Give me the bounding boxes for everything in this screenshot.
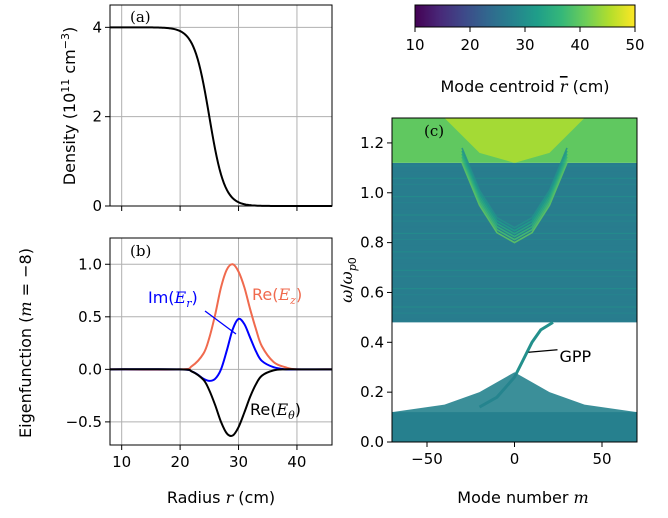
panel-b-x-ticks: 10 20 30 40 bbox=[112, 445, 306, 471]
a-ytick-label-2: 4 bbox=[92, 18, 102, 36]
b-xtick-label-0: 10 bbox=[112, 453, 131, 471]
b-xtick-label-1: 20 bbox=[171, 453, 190, 471]
b-ytick-label-1: 0.0 bbox=[78, 360, 102, 378]
panel-c-x-ticks: −50 0 50 bbox=[411, 442, 612, 468]
c-branch-inner-parabola-4 bbox=[461, 150, 568, 232]
b-xtick-label-3: 40 bbox=[287, 453, 306, 471]
c-ytick-label-5: 1.0 bbox=[360, 184, 384, 202]
panel-c-y-ticks: 0.0 0.2 0.4 0.6 0.8 1.0 1.2 bbox=[360, 134, 392, 451]
etheta-label: Re(Eθ) bbox=[250, 400, 301, 422]
b-ytick-label-2: 0.5 bbox=[78, 308, 102, 326]
panel-c-ylabel: ω/ωp0 bbox=[337, 257, 359, 303]
c-xtick-label-2: 50 bbox=[592, 450, 611, 468]
c-ytick-label-0: 0.0 bbox=[360, 433, 384, 451]
cbar-tick-label-1: 20 bbox=[460, 36, 479, 54]
panel-b-xlabel: Radius r (cm) bbox=[167, 488, 275, 507]
a-ytick-label-0: 0 bbox=[92, 197, 102, 215]
c-xtick-label-1: 0 bbox=[510, 450, 520, 468]
c-ytick-label-6: 1.2 bbox=[360, 134, 384, 152]
panel-c-tag: (c) bbox=[424, 122, 444, 140]
panel-b-ylabel: Eigenfunction (m = −8) bbox=[16, 248, 35, 438]
panel-b-y-ticks: −0.5 0.0 0.5 1.0 bbox=[66, 255, 110, 431]
c-xtick-label-0: −50 bbox=[411, 450, 443, 468]
etheta-line bbox=[109, 368, 332, 437]
cbar-tick-label-3: 40 bbox=[570, 36, 589, 54]
panel-c-data bbox=[392, 118, 637, 442]
panel-a-y-ticks: 0 2 4 bbox=[92, 18, 298, 215]
c-branch-inner-parabola-5 bbox=[461, 147, 568, 229]
c-ytick-label-2: 0.4 bbox=[360, 333, 384, 351]
cbar-tick-label-2: 30 bbox=[515, 36, 534, 54]
panel-c-dispersion: 0.0 0.2 0.4 0.6 0.8 1.0 1.2 −50 0 50 (c) ω/ωp0 M… bbox=[337, 117, 638, 507]
gpp-label: GPP bbox=[560, 347, 592, 366]
panel-b-series bbox=[109, 263, 333, 437]
cbar-tick-label-0: 10 bbox=[405, 36, 424, 54]
c-ytick-label-4: 0.8 bbox=[360, 234, 384, 252]
ez-label: Re(Ez) bbox=[252, 285, 302, 307]
c-branch-inner-parabola-0 bbox=[461, 162, 568, 244]
colorbar: 10 20 30 40 50 Mode centroid r (cm) bbox=[405, 4, 645, 96]
panel-b-frame bbox=[109, 237, 333, 446]
panel-a-frame bbox=[109, 4, 333, 207]
cbar-tick-label-4: 50 bbox=[625, 36, 644, 54]
c-branch-inner-parabola-3 bbox=[461, 153, 568, 235]
er-line bbox=[109, 317, 332, 382]
panel-a-ylabel: Density (1011 cm−3) bbox=[59, 27, 79, 185]
c-ytick-label-3: 0.6 bbox=[360, 283, 384, 301]
panel-b-eigenfunction: −0.5 0.0 0.5 1.0 10 20 30 40 (b) Re(Ez) Im(Er)… bbox=[16, 237, 333, 507]
b-ytick-label-0: −0.5 bbox=[66, 413, 102, 431]
panel-a-tag: (a) bbox=[130, 8, 151, 26]
panel-c-xlabel: Mode number m bbox=[457, 488, 588, 507]
panel-a-density: 0 2 4 (a) Density (1011 cm−3) bbox=[59, 4, 333, 215]
gpp-pointer bbox=[528, 349, 558, 353]
c-branch-outer-cone bbox=[444, 118, 585, 163]
colorbar-ticks: 10 20 30 40 50 bbox=[405, 27, 645, 54]
er-pointer bbox=[204, 310, 237, 335]
ez-line bbox=[109, 263, 333, 371]
c-branch-inner-parabola-1 bbox=[461, 159, 568, 241]
b-ytick-label-3: 1.0 bbox=[78, 255, 102, 273]
a-ytick-label-1: 2 bbox=[92, 108, 102, 126]
colorbar-gradient bbox=[414, 4, 636, 28]
c-branch-lower-arch bbox=[392, 372, 637, 442]
b-xtick-label-2: 30 bbox=[229, 453, 248, 471]
c-ytick-label-1: 0.2 bbox=[360, 383, 384, 401]
colorbar-label: Mode centroid r (cm) bbox=[440, 77, 609, 96]
c-branch-inner-parabola-2 bbox=[461, 156, 568, 238]
panel-b-tag: (b) bbox=[130, 242, 151, 260]
er-label: Im(Er) bbox=[148, 288, 198, 310]
